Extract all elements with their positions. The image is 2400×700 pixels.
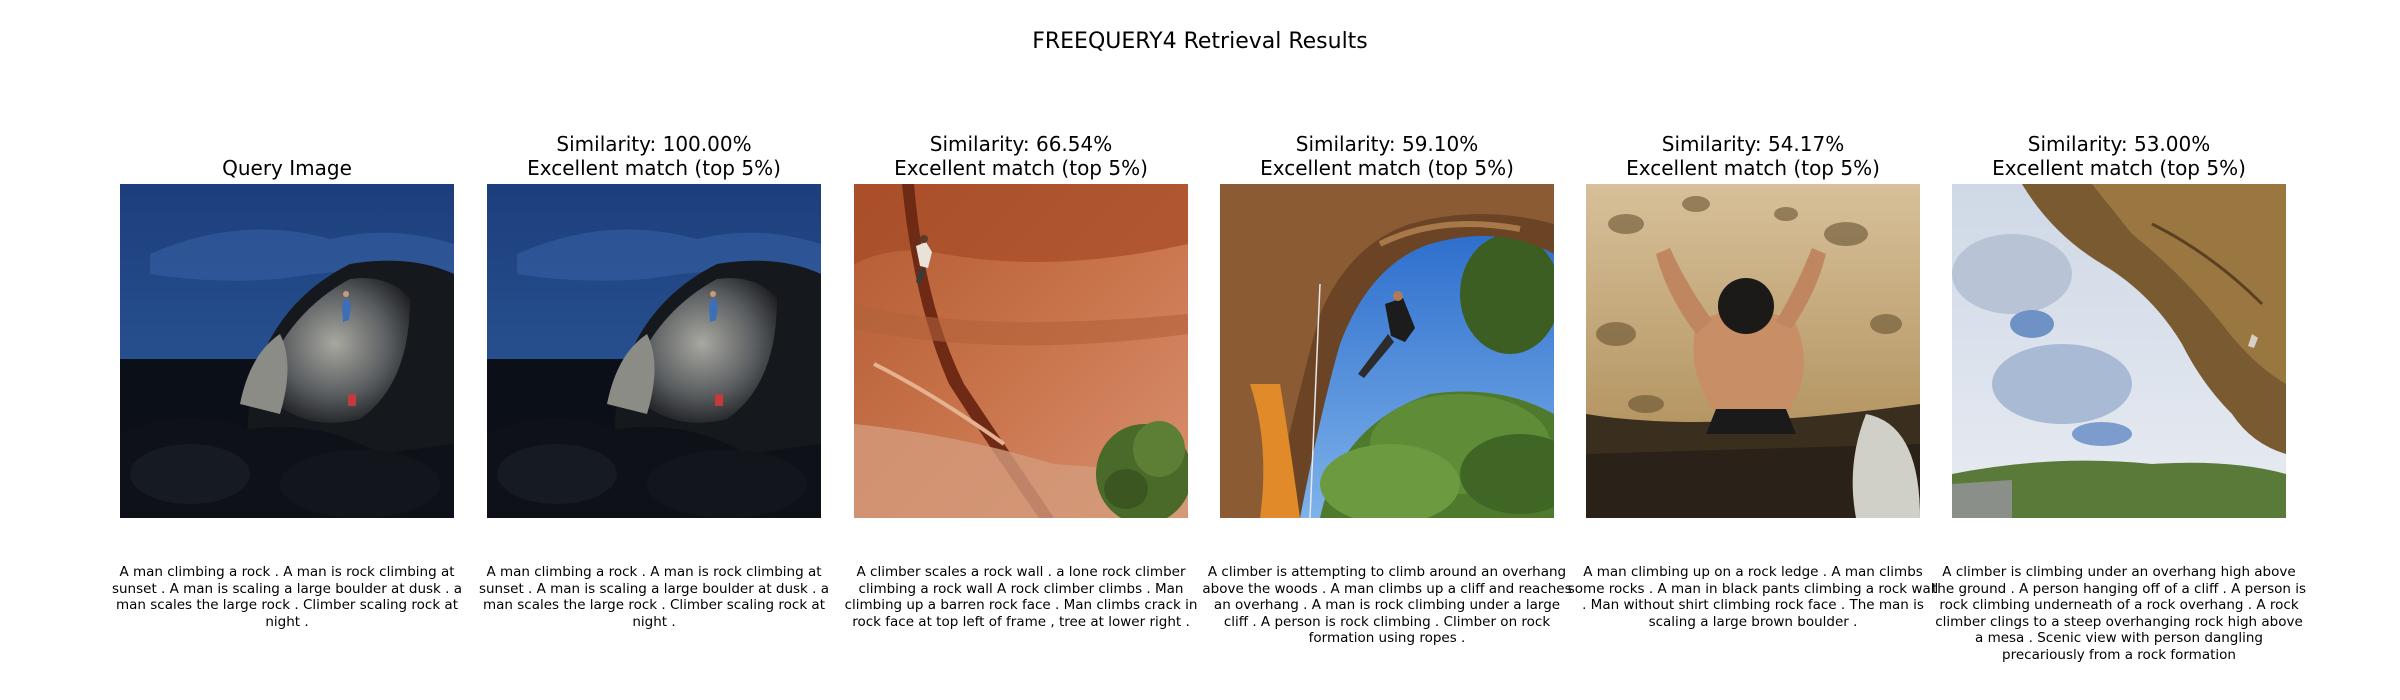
panel-caption: A climber is attempting to climb around … [1202,564,1572,646]
similarity-score: Similarity: 53.00% [2027,132,2211,156]
result-image [487,184,821,518]
similarity-score: Similarity: 54.17% [1661,132,1845,156]
result-panel: Similarity: 53.00% Excellent match (top … [1932,0,2306,700]
result-panel: Similarity: 100.00% Excellent match (top… [479,0,829,700]
panel-caption: A man climbing a rock . A man is rock cl… [111,564,463,630]
panel-caption: A man climbing a rock . A man is rock cl… [478,564,830,630]
match-quality: Excellent match (top 5%) [1626,156,1880,180]
figure-title: FREEQUERY4 Retrieval Results [1032,29,1368,54]
match-quality: Excellent match (top 5%) [527,156,781,180]
night-boulder-climber-image [120,184,454,518]
panel-caption: A man climbing up on a rock ledge . A ma… [1567,564,1939,630]
result-image [1586,184,1920,518]
panel-title: Query Image [100,156,474,180]
red-rock-wall-climber-image [854,184,1188,518]
panel-title: Similarity: 66.54% Excellent match (top … [834,132,1208,180]
result-image [1952,184,2286,518]
match-quality: Excellent match (top 5%) [1992,156,2246,180]
sky-overhang-mesa-image [1952,184,2286,518]
panel-caption: A climber scales a rock wall . a lone ro… [844,564,1198,630]
result-image [854,184,1188,518]
night-boulder-climber-image [487,184,821,518]
panel-caption: A climber is climbing under an overhang … [1932,564,2306,663]
result-panel: Similarity: 59.10% Excellent match (top … [1202,0,1571,700]
result-panel: Similarity: 66.54% Excellent match (top … [845,0,1198,700]
similarity-score: Similarity: 66.54% [929,132,1113,156]
query-panel: Query Image [112,0,462,700]
panel-title: Similarity: 54.17% Excellent match (top … [1566,132,1940,180]
similarity-score: Similarity: 59.10% [1295,132,1479,156]
overhang-arch-climber-image [1220,184,1554,518]
panel-title: Similarity: 59.10% Excellent match (top … [1200,132,1574,180]
panel-title: Similarity: 53.00% Excellent match (top … [1932,132,2306,180]
query-image [120,184,454,518]
panel-title-line: Query Image [222,156,352,180]
match-quality: Excellent match (top 5%) [894,156,1148,180]
match-quality: Excellent match (top 5%) [1260,156,1514,180]
panel-title: Similarity: 100.00% Excellent match (top… [467,132,841,180]
shirtless-ledge-climber-image [1586,184,1920,518]
result-image [1220,184,1554,518]
similarity-score: Similarity: 100.00% [556,132,752,156]
result-panel: Similarity: 54.17% Excellent match (top … [1568,0,1938,700]
